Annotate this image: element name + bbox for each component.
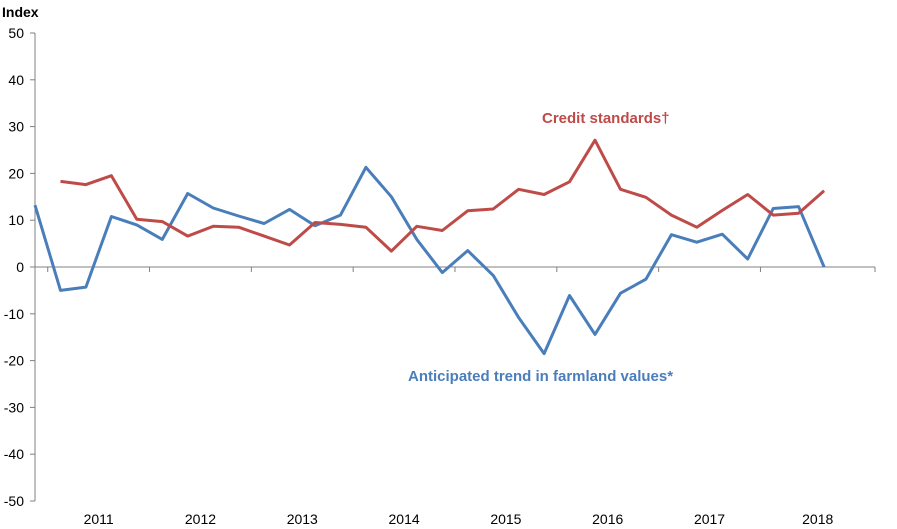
y-tick-label: 50 [8,25,24,41]
series-label-farmland-values: Anticipated trend in farmland values* [408,368,673,385]
y-tick-label: 40 [8,72,24,88]
series-label-credit-standards: Credit standards† [542,110,670,127]
y-tick-label: 20 [8,165,24,181]
x-tick-label: 2012 [185,511,216,527]
x-axis: 2011 2012 2013 2014 2015 2016 2017 2018 [35,266,876,527]
y-tick-label: -40 [4,446,24,462]
x-tick-label: 2015 [490,511,521,527]
series-line-0 [33,165,826,356]
x-tick-label: 2016 [592,511,623,527]
y-tick-label: -10 [4,306,24,322]
plot-area [33,138,826,356]
x-tick-label: 2017 [694,511,725,527]
y-tick-label: 30 [8,119,24,135]
x-tick-label: 2011 [84,511,114,527]
y-axis-title: Index [2,4,39,20]
y-tick-label: -50 [4,493,24,509]
x-tick-label: 2014 [389,511,420,527]
x-tick-label: 2013 [287,511,318,527]
y-tick-label: -30 [4,399,24,415]
y-tick-label: 10 [8,212,24,228]
y-tick-label: 0 [16,259,24,275]
series-line-1 [60,138,826,253]
y-tick-label: -20 [4,353,24,369]
x-tick-label: 2018 [802,511,833,527]
y-axis: 50 40 30 20 10 0 -10 -20 -30 -40 -50 [4,25,36,509]
